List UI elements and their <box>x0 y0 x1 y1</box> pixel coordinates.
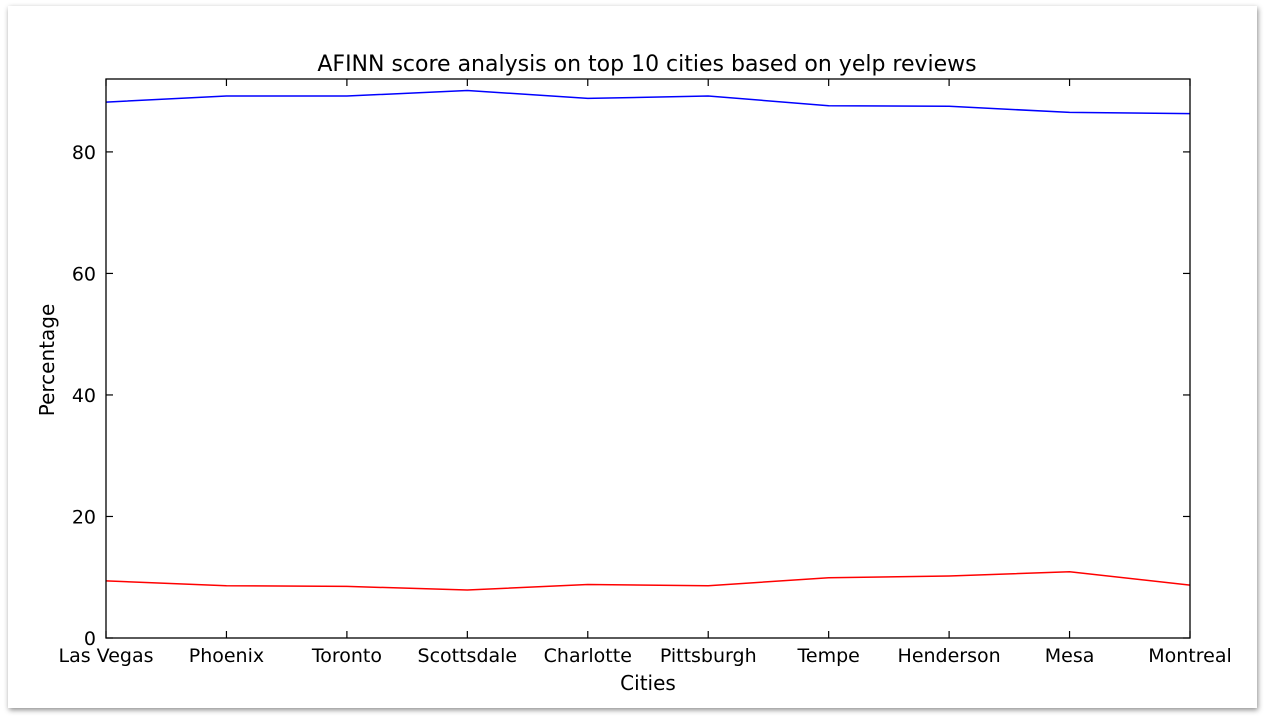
x-tick-label: Toronto <box>311 645 382 667</box>
x-axis-label: Cities <box>620 671 676 695</box>
y-tick-label: 40 <box>72 385 96 407</box>
x-tick-label: Phoenix <box>189 645 264 667</box>
series-line-1 <box>105 571 1191 591</box>
y-tick-label: 60 <box>72 263 96 285</box>
y-tick-label: 80 <box>72 142 96 164</box>
x-tick-label: Henderson <box>898 645 1001 667</box>
y-tick-label: 0 <box>84 628 96 650</box>
chart-frame <box>8 6 1257 708</box>
x-tick-label: Montreal <box>1148 645 1232 667</box>
y-axis-label: Percentage <box>35 304 59 417</box>
x-tick-label: Scottsdale <box>418 645 518 667</box>
axis-ticks: 0 20 40 60 80 Las Vegas Phoenix Toronto Scottsda… <box>59 79 1232 667</box>
x-tick-label: Pittsburgh <box>660 645 757 667</box>
y-tick-label: 20 <box>72 506 96 528</box>
series-line-0 <box>105 89 1191 115</box>
x-tick-label: Tempe <box>797 645 860 667</box>
x-tick-label: Mesa <box>1045 645 1095 667</box>
chart-title: AFINN score analysis on top 10 cities ba… <box>317 52 976 77</box>
plot-area <box>105 78 1191 639</box>
x-tick-label: Charlotte <box>544 645 632 667</box>
x-tick-label: Las Vegas <box>59 645 154 667</box>
series-layer <box>105 89 1191 591</box>
